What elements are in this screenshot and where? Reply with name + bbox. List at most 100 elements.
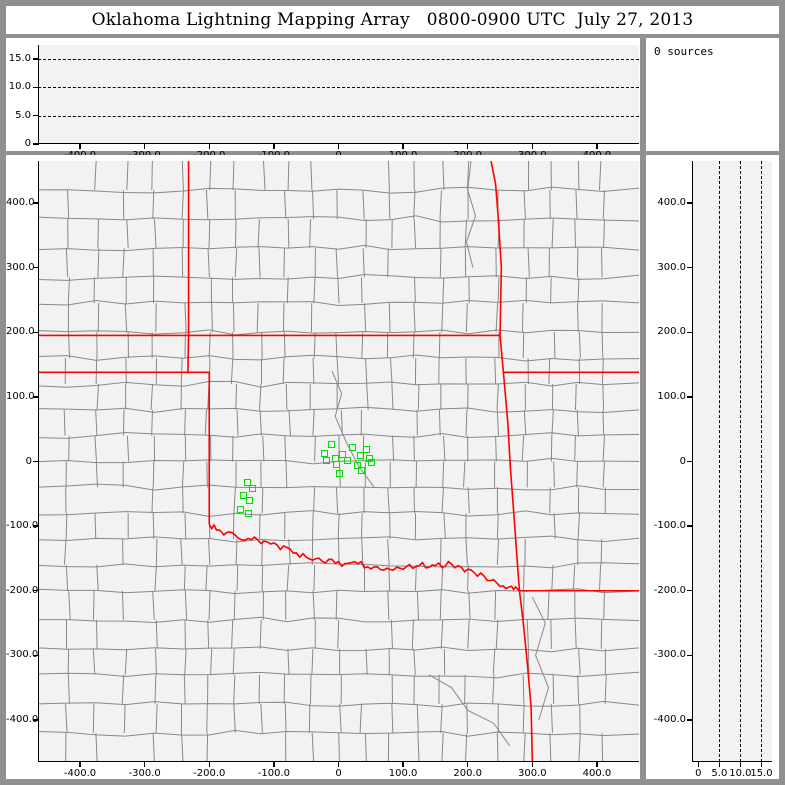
- time-height-gridline: [38, 59, 639, 61]
- map-y-tick-label: -200.0: [6, 584, 39, 596]
- height-histogram-y-tick-label: 100.0: [657, 390, 686, 402]
- time-height-x-tick: [208, 144, 210, 149]
- source-marker: [362, 446, 370, 454]
- map-y-tick: [33, 590, 39, 592]
- source-marker: [358, 467, 366, 475]
- source-marker: [240, 492, 247, 500]
- time-height-y-tick-label: 0: [24, 138, 31, 149]
- map-y-tick-label: -400.0: [6, 713, 39, 725]
- height-histogram-plot-area[interactable]: [692, 161, 772, 762]
- height-histogram-x-tick-label: 5.0: [711, 768, 728, 779]
- map-x-tick: [467, 762, 469, 767]
- title-bar: Oklahoma Lightning Mapping Array 0800-09…: [6, 6, 779, 34]
- map-x-tick-label: 400.0: [582, 768, 612, 779]
- height-histogram-y-tick-label: -100.0: [653, 520, 686, 532]
- page-title: Oklahoma Lightning Mapping Array 0800-09…: [91, 10, 694, 30]
- time-height-y-tick-label: 5.0: [15, 109, 31, 121]
- map-x-tick: [273, 762, 275, 767]
- source-marker: [249, 485, 257, 493]
- source-marker: [320, 450, 328, 458]
- map-x-tick-label: -100.0: [257, 768, 290, 779]
- height-histogram-y-tick: [687, 266, 693, 269]
- height-histogram-x-tick: [739, 762, 742, 767]
- height-histogram-y-tick: [687, 525, 693, 527]
- map-x-tick: [531, 762, 534, 767]
- source-marker: [243, 479, 251, 487]
- time-height-x-tick: [402, 144, 404, 149]
- height-histogram-y-tick-label: -200.0: [653, 584, 686, 596]
- map-x-tick: [208, 762, 210, 767]
- height-histogram-x-axis: [692, 761, 772, 763]
- height-histogram-x-tick: [760, 762, 763, 767]
- source-marker: [246, 496, 254, 504]
- map-y-tick: [33, 654, 39, 657]
- source-count-panel[interactable]: 0 sources: [646, 38, 779, 151]
- time-height-x-axis: [38, 143, 639, 145]
- height-histogram-y-tick-label: 300.0: [657, 261, 686, 273]
- time-height-x-tick: [337, 144, 340, 149]
- time-height-y-tick-label: 10.0: [8, 81, 31, 93]
- source-count-label: 0 sources: [654, 45, 714, 58]
- height-histogram-y-tick: [687, 202, 693, 204]
- map-x-tick-label: 0: [335, 768, 342, 779]
- source-marker: [236, 505, 244, 513]
- source-marker: [338, 450, 346, 458]
- height-histogram-x-tick-label: 10.0: [729, 768, 752, 779]
- map-y-tick: [33, 719, 39, 721]
- time-height-y-tick: [33, 86, 39, 89]
- source-marker: [356, 452, 364, 460]
- height-histogram-y-tick: [687, 460, 693, 463]
- map-x-axis: [38, 761, 639, 763]
- map-y-tick: [33, 266, 39, 269]
- map-y-tick: [33, 331, 39, 333]
- time-height-gridline: [38, 115, 639, 117]
- time-height-x-tick: [467, 144, 469, 149]
- height-histogram-x-tick: [697, 762, 699, 767]
- map-y-tick: [33, 525, 39, 527]
- map-y-tick-label: -300.0: [6, 649, 39, 661]
- source-marker: [327, 441, 335, 449]
- map-plot-area[interactable]: [38, 161, 639, 762]
- height-histogram-gridline: [740, 161, 742, 762]
- source-marker: [354, 461, 362, 469]
- map-x-tick: [402, 762, 404, 767]
- height-histogram-y-tick-label: 0: [679, 455, 686, 467]
- time-height-x-tick: [79, 144, 81, 149]
- map-y-tick-label: 100.0: [6, 390, 35, 402]
- height-histogram-y-tick-label: 200.0: [657, 326, 686, 338]
- map-x-tick-label: -400.0: [63, 768, 97, 779]
- time-height-y-tick: [33, 115, 39, 117]
- time-height-panel[interactable]: 05.010.015.0-400.0-300.0-200.0-100.00100…: [6, 38, 640, 161]
- time-height-y-tick: [33, 143, 39, 145]
- source-marker: [348, 443, 356, 451]
- height-histogram-y-tick: [687, 719, 693, 721]
- height-histogram-gridline: [719, 161, 721, 762]
- map-y-tick-label: 200.0: [6, 326, 35, 338]
- map-panel[interactable]: 400.0 300.0 200.0 100.0 0 -100.0 -200.0 -300.0 -…: [6, 155, 640, 779]
- time-height-x-tick: [531, 144, 534, 149]
- map-x-tick: [337, 762, 340, 767]
- source-marker: [335, 470, 343, 478]
- map-y-tick-label: -100.0: [6, 520, 39, 532]
- map-x-tick: [143, 762, 146, 767]
- height-histogram-x-tick-label: 0: [695, 768, 702, 779]
- height-histogram-x-tick-label: 15.0: [750, 768, 773, 779]
- height-histogram-y-tick: [687, 654, 693, 657]
- map-x-tick-label: -200.0: [193, 768, 226, 779]
- height-histogram-y-tick: [687, 331, 693, 333]
- source-marker: [333, 460, 341, 468]
- map-x-tick-label: 200.0: [453, 768, 483, 779]
- time-height-x-tick: [143, 144, 146, 149]
- time-height-y-tick-label: 15.0: [8, 53, 31, 65]
- height-histogram-gridline: [761, 161, 763, 762]
- height-histogram-panel[interactable]: 400.0 300.0 200.0 100.0 0 -100.0 -200.0 -300.0 -…: [646, 155, 779, 779]
- map-x-tick-label: -300.0: [128, 768, 161, 779]
- map-x-tick: [79, 762, 81, 767]
- source-marker: [366, 454, 374, 462]
- height-histogram-y-tick-label: -300.0: [653, 649, 686, 661]
- source-marker: [322, 457, 330, 465]
- time-height-x-tick: [273, 144, 275, 149]
- height-histogram-x-tick: [718, 762, 721, 767]
- time-height-plot-area[interactable]: [38, 45, 639, 144]
